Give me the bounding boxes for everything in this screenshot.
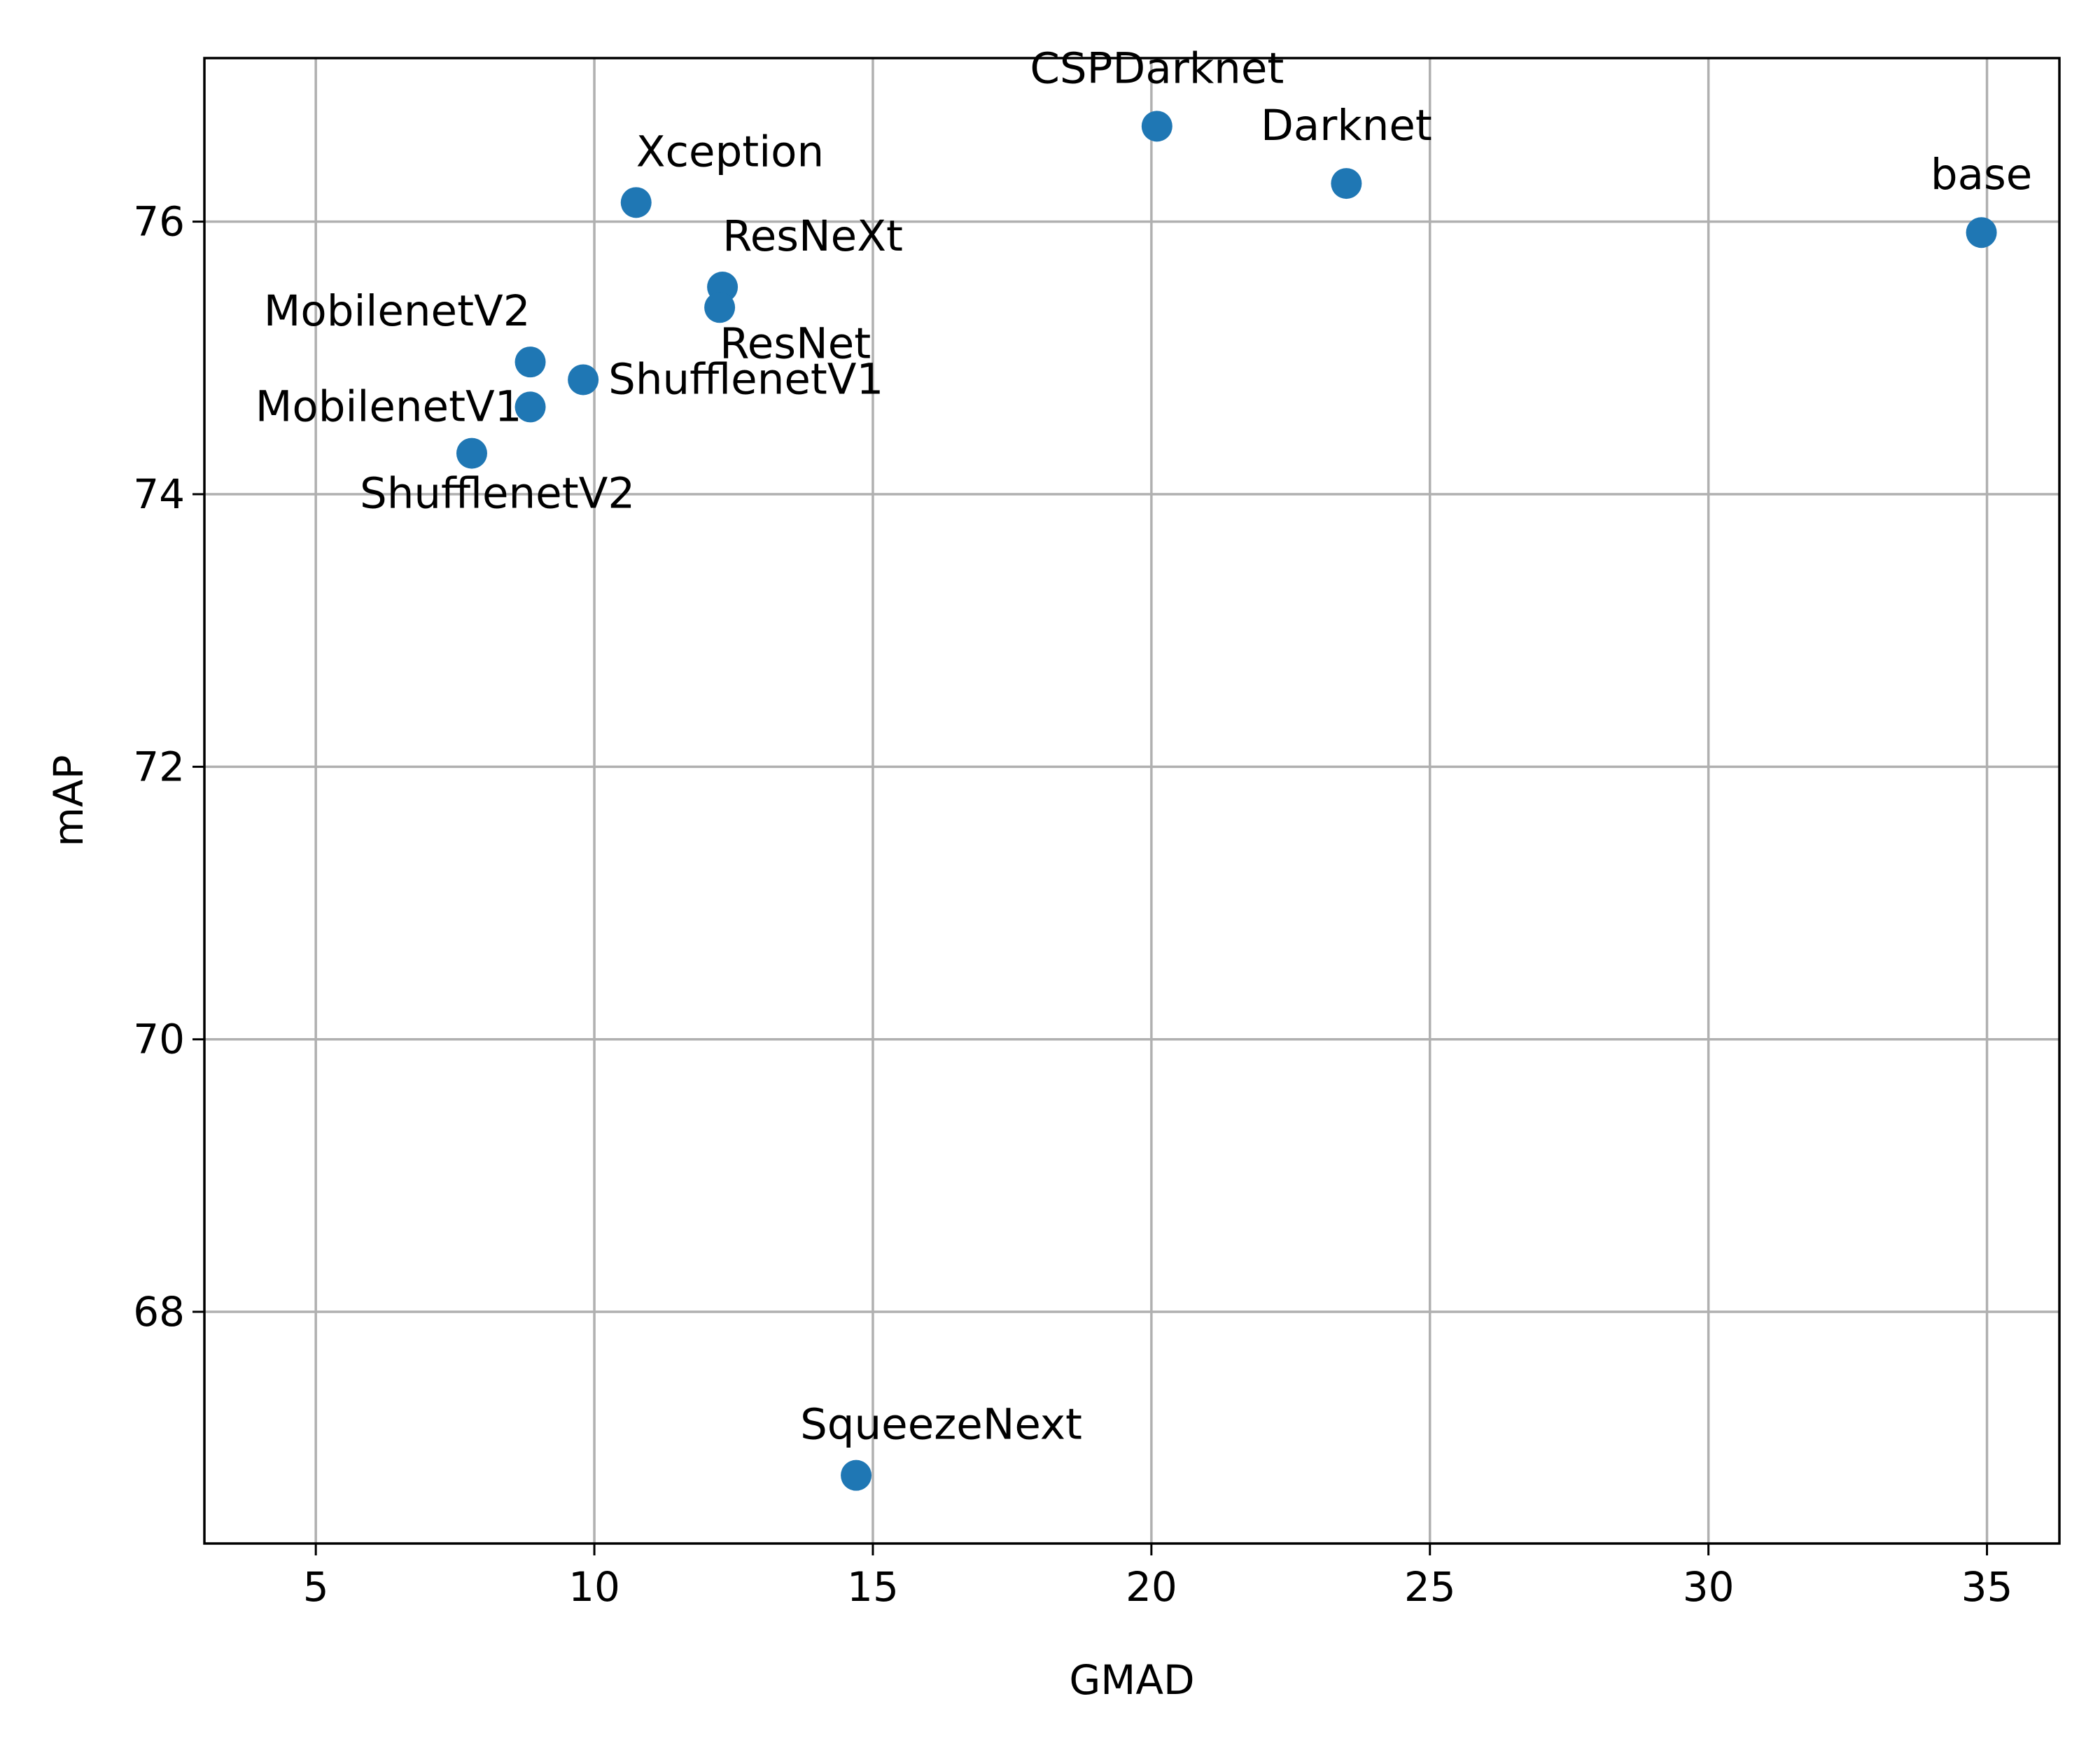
data-point [568, 364, 599, 396]
point-label: SqueezeNext [800, 1400, 1082, 1450]
point-label: MobilenetV1 [255, 382, 522, 431]
point-label: Darknet [1261, 101, 1432, 150]
axis-ticks: 5 10 15 20 25 30 35 68 70 72 74 76 [133, 198, 2012, 1611]
data-point [1331, 168, 1362, 200]
point-label: ShufflenetV2 [360, 469, 635, 519]
x-tick-label: 35 [1961, 1563, 2013, 1611]
x-tick-label: 10 [568, 1563, 620, 1611]
y-tick-label: 74 [133, 470, 185, 518]
point-label: ResNeXt [722, 211, 903, 261]
data-points [456, 111, 1997, 1491]
data-point [841, 1460, 872, 1491]
point-label: ShufflenetV1 [608, 354, 883, 404]
x-tick-label: 25 [1404, 1563, 1456, 1611]
point-label: base [1931, 150, 2032, 200]
data-point [1141, 111, 1172, 142]
x-tick-label: 5 [303, 1563, 329, 1611]
x-tick-label: 20 [1126, 1563, 1177, 1611]
point-label: CSPDarknet [1030, 43, 1284, 93]
plot-frame [203, 57, 2061, 1545]
y-axis-label: mAP [45, 755, 92, 846]
data-point [514, 391, 546, 423]
point-label: ResNet [720, 318, 871, 368]
data-point [1966, 217, 1997, 248]
x-axis-label: GMAD [1069, 1656, 1194, 1704]
y-tick-label: 70 [133, 1016, 185, 1063]
data-point [704, 292, 736, 323]
y-tick-label: 76 [133, 198, 185, 246]
y-tick-label: 72 [133, 743, 185, 790]
y-tick-label: 68 [133, 1288, 185, 1336]
data-point [514, 346, 546, 378]
x-tick-label: 15 [847, 1563, 899, 1611]
point-labels: CSPDarknet Darknet base Xception ResNeXt ResN… [255, 43, 2033, 1449]
point-label: MobilenetV2 [264, 286, 531, 336]
point-label: Xception [636, 127, 824, 176]
x-tick-label: 30 [1683, 1563, 1735, 1611]
data-point [620, 187, 652, 218]
data-point [456, 438, 487, 469]
grid [204, 58, 2059, 1544]
